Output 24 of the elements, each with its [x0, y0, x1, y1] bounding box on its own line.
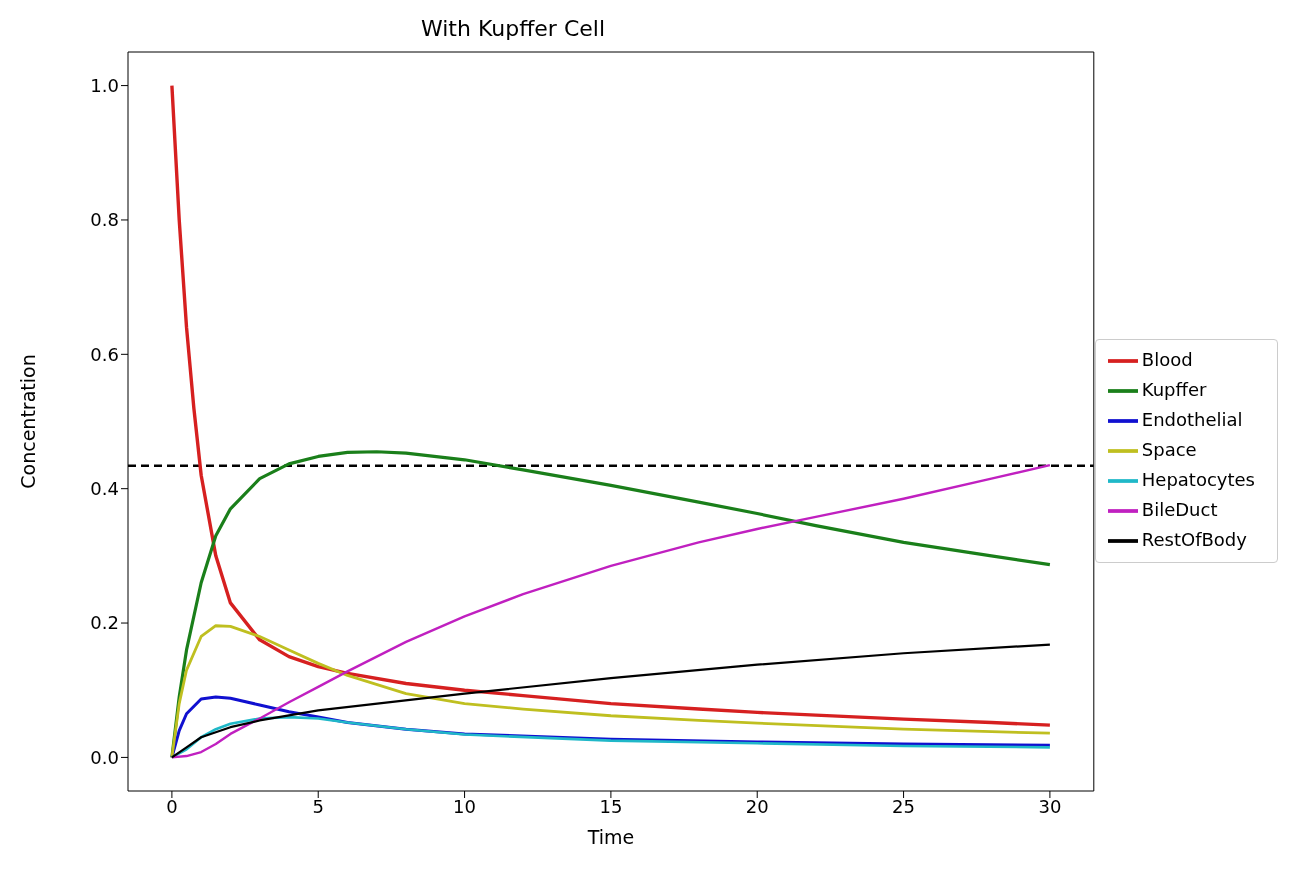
x-tick-label: 30	[1038, 795, 1062, 817]
chart-title: With Kupffer Cell	[419, 15, 606, 41]
legend-label: RestOfBody	[1141, 529, 1247, 550]
x-tick-label: 10	[453, 795, 477, 817]
y-tick-label: 1.0	[90, 74, 119, 96]
legend-label: Space	[1141, 439, 1197, 460]
y-tick-label: 0.8	[90, 209, 119, 231]
x-tick-label: 25	[892, 795, 916, 817]
legend-label: BileDuct	[1141, 499, 1218, 520]
x-tick-label: 15	[599, 795, 623, 817]
y-tick-label: 0.4	[90, 478, 119, 500]
y-tick-label: 0.6	[90, 343, 119, 365]
y-tick-label: 0.0	[90, 746, 119, 768]
legend-label: Kupffer	[1141, 379, 1207, 400]
y-tick-label: 0.2	[90, 612, 119, 634]
x-tick-label: 5	[312, 795, 324, 817]
line-series	[170, 83, 1052, 727]
x-axis-title: Time	[586, 826, 635, 849]
x-tick-label: 20	[745, 795, 769, 817]
legend-label: Blood	[1141, 349, 1193, 370]
legend-label: Hepatocytes	[1141, 469, 1255, 490]
legend-label: Endothelial	[1141, 409, 1243, 430]
y-axis-title: Concentration	[16, 354, 39, 489]
x-tick-label: 0	[166, 795, 178, 817]
